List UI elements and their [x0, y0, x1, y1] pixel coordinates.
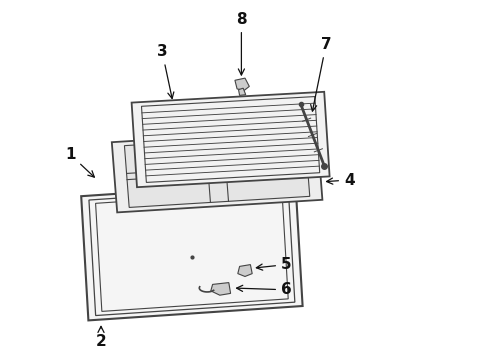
Polygon shape — [238, 265, 252, 276]
Text: 1: 1 — [65, 147, 95, 177]
Polygon shape — [239, 88, 245, 95]
Polygon shape — [112, 130, 322, 212]
Text: 4: 4 — [326, 172, 355, 188]
Polygon shape — [124, 135, 310, 207]
Text: 5: 5 — [256, 257, 292, 272]
Text: 6: 6 — [237, 282, 292, 297]
Text: 7: 7 — [311, 37, 331, 111]
Polygon shape — [132, 92, 330, 187]
Text: 8: 8 — [236, 12, 246, 75]
Polygon shape — [211, 283, 231, 295]
Text: 3: 3 — [157, 44, 174, 99]
Polygon shape — [235, 78, 249, 90]
Text: 2: 2 — [96, 327, 106, 349]
Polygon shape — [81, 182, 303, 320]
